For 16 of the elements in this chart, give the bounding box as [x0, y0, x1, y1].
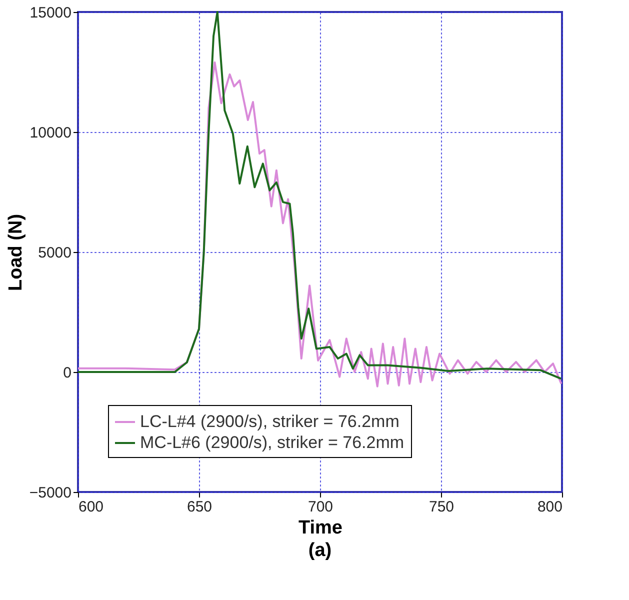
y-tick-label: 0: [63, 364, 72, 382]
y-tick-label: 5000: [38, 244, 72, 262]
x-tick-label: 750: [428, 498, 454, 516]
x-tick-label: 800: [537, 498, 562, 516]
x-tick-label: 650: [186, 498, 212, 516]
x-tick-label: 700: [308, 498, 334, 516]
y-tick-label: 15000: [30, 4, 72, 22]
line-series: [77, 61, 562, 388]
text: (a): [308, 540, 332, 561]
x-axis-title: Time: [298, 518, 343, 538]
y-tick-label: −5000: [29, 484, 72, 502]
x-tick-label: 600: [78, 498, 104, 516]
legend-label: MC-L#6 (2900/s), striker = 76.2mm: [140, 433, 404, 452]
legend-label: LC-L#4 (2900/s), striker = 76.2mm: [140, 412, 400, 431]
y-tick-label: 10000: [30, 124, 72, 142]
y-axis-title: Load (N): [5, 214, 26, 292]
